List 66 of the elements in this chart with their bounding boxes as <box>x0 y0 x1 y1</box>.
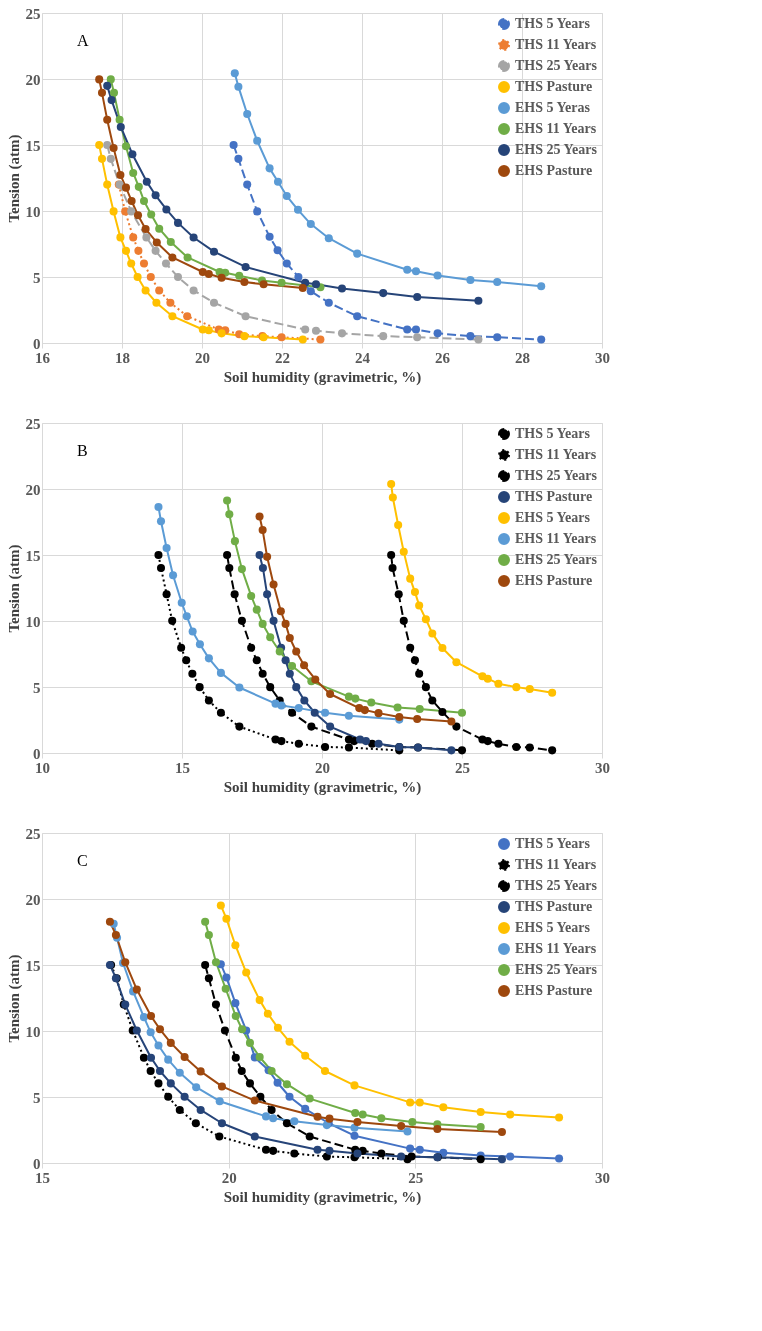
legend-label: EHS 25 Years <box>515 552 598 567</box>
x-tick-label: 25 <box>408 1169 424 1186</box>
y-tick-label: 10 <box>25 613 41 630</box>
legend-label: THS Pasture <box>515 79 593 94</box>
y-tick-label: 10 <box>25 203 41 220</box>
legend-label: EHS 25 Years <box>515 142 598 157</box>
legend-label: EHS 5 Years <box>515 510 591 525</box>
x-tick-label: 20 <box>195 349 210 366</box>
legend-label: EHS 11 Years <box>515 531 597 546</box>
x-axis-title: Soil humidity (gravimetric, %) <box>223 778 422 796</box>
legend-label: THS 11 Years <box>515 857 597 872</box>
y-tick-label: 0 <box>33 335 41 352</box>
x-tick-label: 30 <box>595 349 610 366</box>
legend-label: EHS 5 Yeras <box>515 100 591 115</box>
y-axis-title: Tension (atm) <box>5 134 23 223</box>
x-tick-label: 25 <box>455 759 470 776</box>
y-tick-label: 20 <box>25 891 41 908</box>
annotation: A <box>77 32 89 49</box>
legend-label: EHS Pasture <box>515 573 593 588</box>
legend-label: EHS Pasture <box>515 163 593 178</box>
x-tick-label: 30 <box>595 1169 610 1186</box>
annotation: B <box>77 442 88 459</box>
x-tick-label: 24 <box>355 349 371 366</box>
x-tick-label: 20 <box>315 759 330 776</box>
x-axis-title: Soil humidity (gravimetric, %) <box>223 1188 422 1206</box>
y-axis-title: Tension (atm) <box>5 954 23 1043</box>
x-tick-label: 20 <box>221 1169 237 1186</box>
y-tick-label: 25 <box>25 825 41 842</box>
x-tick-label: 22 <box>275 349 290 366</box>
y-tick-label: 25 <box>25 5 41 22</box>
legend-label: THS 5 Years <box>515 16 591 31</box>
y-tick-label: 10 <box>25 1023 41 1040</box>
y-tick-label: 0 <box>33 745 41 762</box>
legend-label: EHS 11 Years <box>515 121 597 136</box>
y-tick-label: 0 <box>33 1155 41 1172</box>
legend-label: THS 11 Years <box>515 37 597 52</box>
legend-label: THS 25 Years <box>515 58 598 73</box>
legend-label: EHS 5 Years <box>515 920 591 935</box>
y-tick-label: 20 <box>25 481 41 498</box>
legend-label: EHS 11 Years <box>515 941 597 956</box>
legend-label: THS 5 Years <box>515 426 591 441</box>
x-axis-title: Soil humidity (gravimetric, %) <box>223 368 422 386</box>
legend-label: THS Pasture <box>515 899 593 914</box>
y-tick-label: 20 <box>25 71 41 88</box>
x-tick-label: 16 <box>35 349 51 366</box>
y-tick-label: 15 <box>25 137 41 154</box>
y-tick-label: 25 <box>25 415 41 432</box>
x-tick-label: 30 <box>595 759 610 776</box>
x-tick-label: 18 <box>115 349 130 366</box>
legend-label: EHS Pasture <box>515 983 593 998</box>
annotation: C <box>77 852 88 869</box>
y-tick-label: 5 <box>33 1089 41 1106</box>
y-tick-label: 15 <box>25 957 41 974</box>
x-tick-label: 26 <box>435 349 451 366</box>
legend-label: THS 11 Years <box>515 447 597 462</box>
x-tick-label: 15 <box>175 759 190 776</box>
legend-label: THS 25 Years <box>515 878 598 893</box>
legend-label: EHS 25 Years <box>515 962 598 977</box>
legend-label: THS 5 Years <box>515 836 591 851</box>
legend-label: THS Pasture <box>515 489 593 504</box>
y-axis-title: Tension (atm) <box>5 544 23 633</box>
y-tick-label: 15 <box>25 547 41 564</box>
x-tick-label: 28 <box>515 349 530 366</box>
legend-label: THS 25 Years <box>515 468 598 483</box>
y-tick-label: 5 <box>33 679 41 696</box>
y-tick-label: 5 <box>33 269 41 286</box>
